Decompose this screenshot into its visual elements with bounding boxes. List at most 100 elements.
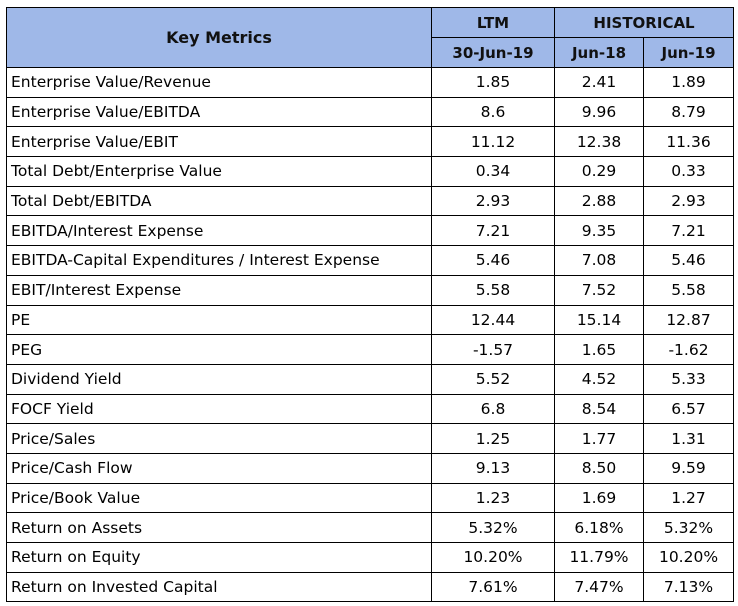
header-row-top: Key Metrics LTM HISTORICAL	[6, 7, 735, 68]
jun18-value-cell: 7.08	[554, 245, 644, 276]
ltm-value-cell: 8.6	[431, 96, 555, 128]
jun18-value-cell: 11.79%	[554, 542, 644, 573]
metric-cell: Enterprise Value/EBIT	[6, 126, 432, 158]
metric-cell: Dividend Yield	[6, 363, 432, 395]
table-row: Price/Cash Flow 9.13 8.50 9.59	[6, 452, 735, 484]
jun19-value-cell: 6.57	[642, 393, 735, 425]
table-row: EBITDA/Interest Expense 7.21 9.35 7.21	[6, 215, 735, 247]
ltm-value-cell: 6.8	[431, 393, 555, 425]
metric-cell: EBITDA/Interest Expense	[6, 215, 432, 247]
table-row: Price/Sales 1.25 1.77 1.31	[6, 423, 735, 454]
ltm-value-cell: 1.25	[431, 423, 555, 454]
table-row: Return on Invested Capital 7.61% 7.47% 7.13…	[6, 571, 735, 603]
table-row: Enterprise Value/Revenue 1.85 2.41 1.89	[6, 67, 735, 98]
ltm-value-cell: 0.34	[431, 156, 555, 187]
metric-cell: PEG	[6, 334, 432, 365]
jun18-value-cell: 6.18%	[554, 512, 644, 543]
jun19-value-cell: 5.32%	[642, 512, 735, 543]
ltm-value-cell: 1.23	[431, 482, 555, 514]
table-row: EBITDA-Capital Expenditures / Interest E…	[6, 245, 735, 276]
key-metrics-table: Key Metrics LTM HISTORICAL 30-Jun-19 Jun…	[6, 7, 735, 603]
historical-header: HISTORICAL	[553, 7, 735, 38]
ltm-value-cell: 9.13	[431, 452, 555, 484]
key-metrics-header: Key Metrics	[6, 7, 432, 68]
table-row: Enterprise Value/EBITDA 8.6 9.96 8.79	[6, 96, 735, 128]
ltm-value-cell: 10.20%	[431, 542, 555, 573]
jun19-value-cell: 5.58	[642, 274, 735, 306]
jun19-value-cell: 1.89	[642, 67, 735, 98]
jun19-value-cell: 2.93	[642, 185, 735, 217]
table-row: Total Debt/Enterprise Value 0.34 0.29 0.33	[6, 156, 735, 187]
ltm-value-cell: 2.93	[431, 185, 555, 217]
jun18-value-cell: 8.54	[554, 393, 644, 425]
metric-cell: Return on Invested Capital	[6, 571, 432, 603]
ltm-header: LTM	[431, 7, 555, 38]
table-row: FOCF Yield 6.8 8.54 6.57	[6, 393, 735, 425]
jun18-value-cell: 1.65	[554, 334, 644, 365]
jun19-value-cell: 0.33	[642, 156, 735, 187]
jun18-value-cell: 2.88	[554, 185, 644, 217]
jun19-value-cell: 5.33	[642, 363, 735, 395]
ltm-value-cell: 5.32%	[431, 512, 555, 543]
ltm-value-cell: -1.57	[431, 334, 555, 365]
jun18-value-cell: 9.35	[554, 215, 644, 247]
jun18-value-cell: 1.77	[554, 423, 644, 454]
jun19-value-cell: 11.36	[642, 126, 735, 158]
jun18-value-cell: 7.47%	[554, 571, 644, 603]
table-row: Dividend Yield 5.52 4.52 5.33	[6, 363, 735, 395]
jun18-header: Jun-18	[554, 37, 644, 68]
ltm-value-cell: 11.12	[431, 126, 555, 158]
table-row: EBIT/Interest Expense 5.58 7.52 5.58	[6, 274, 735, 306]
ltm-value-cell: 5.52	[431, 363, 555, 395]
jun19-value-cell: 9.59	[642, 452, 735, 484]
jun18-value-cell: 12.38	[554, 126, 644, 158]
metric-cell: Total Debt/EBITDA	[6, 185, 432, 217]
jun19-header: Jun-19	[642, 37, 735, 68]
ltm-value-cell: 5.46	[431, 245, 555, 276]
jun18-value-cell: 2.41	[554, 67, 644, 98]
metric-cell: Return on Assets	[6, 512, 432, 543]
table-body: Enterprise Value/Revenue 1.85 2.41 1.89 Ente…	[6, 67, 735, 603]
jun19-value-cell: -1.62	[642, 334, 735, 365]
metric-cell: EBIT/Interest Expense	[6, 274, 432, 306]
header-row-dates: 30-Jun-19 Jun-18 Jun-19	[7, 37, 735, 68]
metric-cell: Total Debt/Enterprise Value	[6, 156, 432, 187]
jun18-value-cell: 8.50	[554, 452, 644, 484]
jun19-value-cell: 1.27	[642, 482, 735, 514]
table-row: PE 12.44 15.14 12.87	[6, 304, 735, 336]
jun19-value-cell: 12.87	[642, 304, 735, 336]
metric-cell: Enterprise Value/EBITDA	[6, 96, 432, 128]
jun18-value-cell: 1.69	[554, 482, 644, 514]
metric-cell: Enterprise Value/Revenue	[6, 67, 432, 98]
jun19-value-cell: 7.13%	[642, 571, 735, 603]
metric-cell: Price/Book Value	[6, 482, 432, 514]
ltm-value-cell: 1.85	[431, 67, 555, 98]
table-row: Total Debt/EBITDA 2.93 2.88 2.93	[6, 185, 735, 217]
ltm-value-cell: 5.58	[431, 274, 555, 306]
key-metrics-table-container: Key Metrics LTM HISTORICAL 30-Jun-19 Jun…	[6, 7, 735, 603]
jun18-value-cell: 7.52	[554, 274, 644, 306]
jun18-value-cell: 4.52	[554, 363, 644, 395]
ltm-value-cell: 12.44	[431, 304, 555, 336]
metric-cell: Price/Sales	[6, 423, 432, 454]
jun18-value-cell: 9.96	[554, 96, 644, 128]
jun19-value-cell: 5.46	[642, 245, 735, 276]
table-row: Return on Equity 10.20% 11.79% 10.20%	[6, 542, 735, 573]
ltm-date-header: 30-Jun-19	[431, 37, 555, 68]
jun19-value-cell: 10.20%	[642, 542, 735, 573]
table-row: Price/Book Value 1.23 1.69 1.27	[6, 482, 735, 514]
table-header: Key Metrics LTM HISTORICAL 30-Jun-19 Jun…	[6, 7, 735, 68]
metric-cell: Return on Equity	[6, 542, 432, 573]
ltm-value-cell: 7.21	[431, 215, 555, 247]
jun19-value-cell: 8.79	[642, 96, 735, 128]
metric-cell: FOCF Yield	[6, 393, 432, 425]
jun19-value-cell: 7.21	[642, 215, 735, 247]
table-row: Enterprise Value/EBIT 11.12 12.38 11.36	[6, 126, 735, 158]
metric-cell: PE	[6, 304, 432, 336]
metric-cell: Price/Cash Flow	[6, 452, 432, 484]
ltm-value-cell: 7.61%	[431, 571, 555, 603]
table-row: Return on Assets 5.32% 6.18% 5.32%	[6, 512, 735, 543]
jun18-value-cell: 15.14	[554, 304, 644, 336]
jun19-value-cell: 1.31	[642, 423, 735, 454]
metric-cell: EBITDA-Capital Expenditures / Interest E…	[6, 245, 432, 276]
